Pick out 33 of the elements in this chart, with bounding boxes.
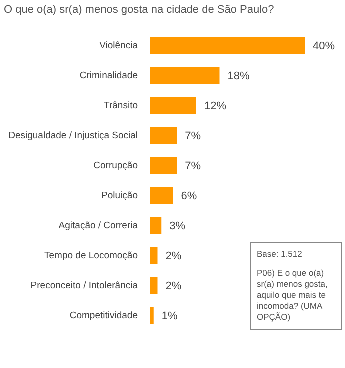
data-label: 2% — [166, 280, 182, 292]
bar — [150, 277, 158, 294]
y-tick-label: Agitação / Correria — [58, 220, 139, 232]
y-tick-label: Tempo de Locomoção — [44, 250, 138, 262]
y-tick-label: Preconceito / Intolerância — [30, 280, 139, 292]
bar — [150, 37, 305, 54]
annotation: Base: 1.512 — [257, 249, 304, 260]
y-tick-label: Competitividade — [70, 310, 138, 322]
bar — [150, 247, 158, 264]
bar — [150, 187, 174, 204]
annotation: P06) E o que o(a) sr(a) menos gosta, aquilo que mais te incomoda? (UMA OPÇÃO) — [257, 268, 329, 323]
y-tick-label: Poluição — [102, 190, 138, 202]
bar — [150, 157, 178, 174]
data-label: 1% — [162, 310, 178, 322]
data-label: 2% — [166, 250, 182, 262]
y-tick-label: Corrupção — [94, 160, 138, 172]
chart-title: O que o(a) sr(a) menos gosta na cidade de São Paulo? — [4, 4, 274, 16]
bar — [150, 97, 196, 114]
y-tick-label: Violência — [100, 40, 139, 52]
bar — [150, 217, 162, 234]
data-label: 7% — [185, 130, 202, 142]
bar — [150, 307, 154, 324]
bar — [150, 67, 220, 84]
data-label: 18% — [228, 70, 250, 82]
data-label: 3% — [170, 220, 186, 232]
y-tick-label: Desigualdade / Injustiça Social — [8, 130, 138, 142]
y-tick-label: Criminalidade — [80, 70, 138, 82]
y-tick-label: Trânsito — [104, 100, 138, 112]
data-label: 6% — [181, 190, 198, 202]
bar — [150, 127, 178, 144]
data-label: 40% — [313, 40, 336, 52]
data-label: 12% — [204, 100, 227, 112]
data-label: 7% — [185, 160, 202, 172]
